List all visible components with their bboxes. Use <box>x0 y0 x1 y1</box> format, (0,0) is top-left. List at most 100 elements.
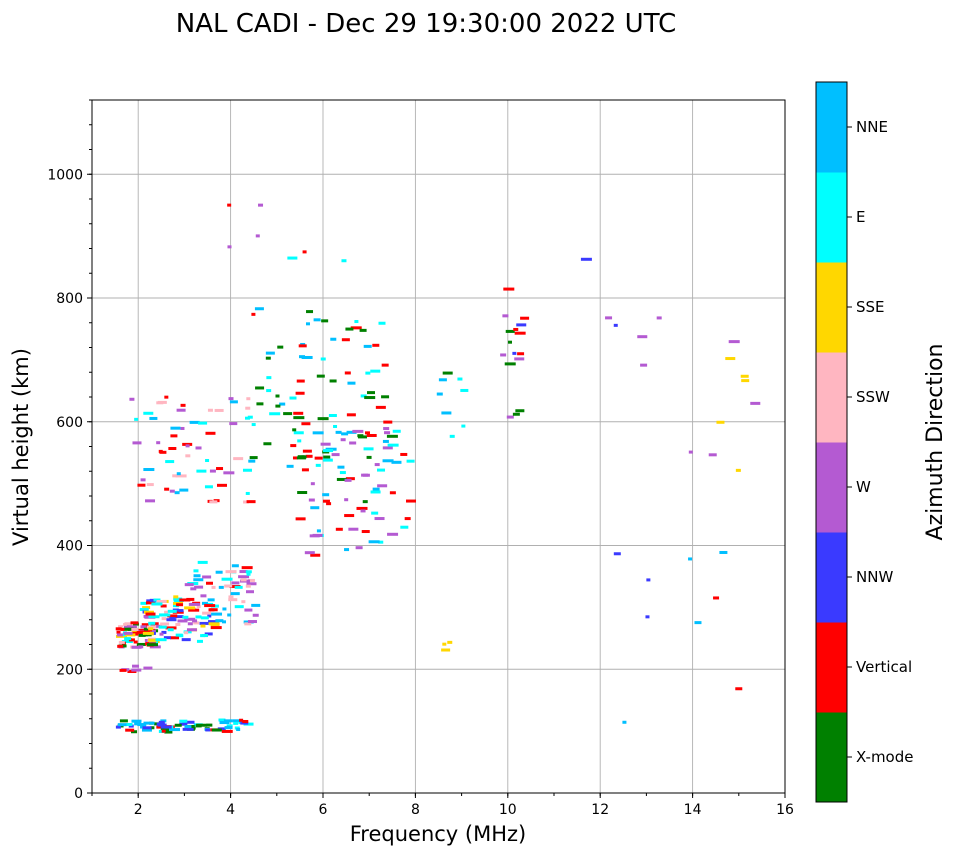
echo-point <box>132 630 142 634</box>
echo-point <box>442 642 447 646</box>
echo-point <box>310 482 315 486</box>
echo-point <box>186 628 197 632</box>
echo-point <box>313 318 321 322</box>
echo-point <box>363 447 374 451</box>
echo-point <box>131 719 142 723</box>
echo-point <box>159 450 167 454</box>
echo-point <box>447 640 453 644</box>
echo-point <box>301 468 309 472</box>
echo-point <box>165 626 177 630</box>
echo-point <box>277 345 284 349</box>
echo-point <box>164 395 169 399</box>
echo-point <box>356 506 368 510</box>
echo-point <box>132 664 140 668</box>
x-tick-label: 4 <box>226 802 235 818</box>
echo-point <box>243 500 250 504</box>
echo-point <box>158 449 163 453</box>
echo-point <box>302 449 312 453</box>
y-tick-label: 200 <box>56 662 83 678</box>
echo-point <box>341 432 349 436</box>
echo-point <box>283 412 293 416</box>
echo-point <box>164 730 173 734</box>
echo-point <box>368 540 380 544</box>
colorbar: X-mode Vertical NNW W SSW SSE E NNE <box>815 81 913 803</box>
echo-point <box>295 517 306 521</box>
echo-point <box>341 259 347 263</box>
echo-point <box>179 719 188 723</box>
echo-point <box>377 468 386 472</box>
colorbar-title: Azimuth Direction <box>923 343 948 540</box>
echo-point <box>133 640 138 644</box>
echo-point <box>228 595 234 599</box>
echo-point <box>195 615 202 619</box>
echo-point <box>365 371 371 375</box>
echo-point <box>184 606 196 610</box>
echo-point <box>176 408 186 412</box>
echo-point <box>346 430 357 434</box>
echo-point <box>185 720 195 724</box>
echo-point <box>306 310 314 314</box>
colorbar-label: NNE <box>856 118 888 136</box>
echo-point <box>188 602 200 606</box>
y-tick-label: 400 <box>56 539 83 555</box>
echo-point <box>374 463 380 467</box>
echo-point <box>227 613 232 617</box>
echo-point <box>312 431 324 435</box>
echo-point <box>265 356 271 360</box>
echo-point <box>143 614 149 618</box>
echo-point <box>175 633 183 637</box>
echo-point <box>209 469 216 473</box>
echo-point <box>131 668 142 672</box>
echo-point <box>193 578 204 582</box>
echo-point <box>296 379 305 383</box>
echo-point <box>441 648 451 652</box>
echo-point <box>167 628 174 632</box>
echo-point <box>255 234 260 238</box>
echo-point <box>124 637 132 641</box>
echo-point <box>279 402 286 406</box>
echo-point <box>230 592 240 596</box>
echo-point <box>301 422 311 426</box>
echo-point <box>366 455 372 459</box>
echo-point <box>251 603 261 607</box>
echo-point <box>159 632 164 636</box>
echo-point <box>176 603 184 607</box>
echo-point <box>360 394 367 398</box>
echo-point <box>349 441 357 445</box>
echo-point <box>289 396 297 400</box>
colorbar-segment <box>816 532 847 623</box>
echo-point <box>335 527 343 531</box>
y-tick-label: 1000 <box>47 167 83 183</box>
echo-point <box>141 728 152 732</box>
echo-point <box>221 729 233 733</box>
echo-point <box>244 608 253 612</box>
echo-point <box>255 386 265 390</box>
echo-point <box>198 421 208 425</box>
echo-point <box>164 610 169 614</box>
echo-point <box>115 725 121 729</box>
echo-point <box>305 454 313 458</box>
echo-point <box>194 585 204 589</box>
echo-point <box>124 622 132 626</box>
echo-point <box>308 498 315 502</box>
echo-point <box>381 395 390 399</box>
echo-point <box>222 620 227 624</box>
echo-point <box>168 447 177 451</box>
echo-point <box>364 431 370 435</box>
chart-title: NAL CADI - Dec 29 19:30:00 2022 UTC <box>176 9 676 39</box>
echo-point <box>231 581 240 585</box>
echo-point <box>193 569 199 573</box>
echo-point <box>137 723 147 727</box>
echo-point <box>202 575 212 579</box>
echo-point <box>336 477 347 481</box>
echo-point <box>241 566 253 570</box>
echo-point <box>119 668 127 672</box>
echo-point <box>216 483 227 487</box>
echo-point <box>146 643 158 647</box>
echo-point <box>646 578 651 582</box>
echo-point <box>514 331 526 335</box>
echo-point <box>340 438 346 442</box>
echo-point <box>149 598 156 602</box>
echo-point <box>382 439 389 443</box>
echo-point <box>333 424 338 428</box>
